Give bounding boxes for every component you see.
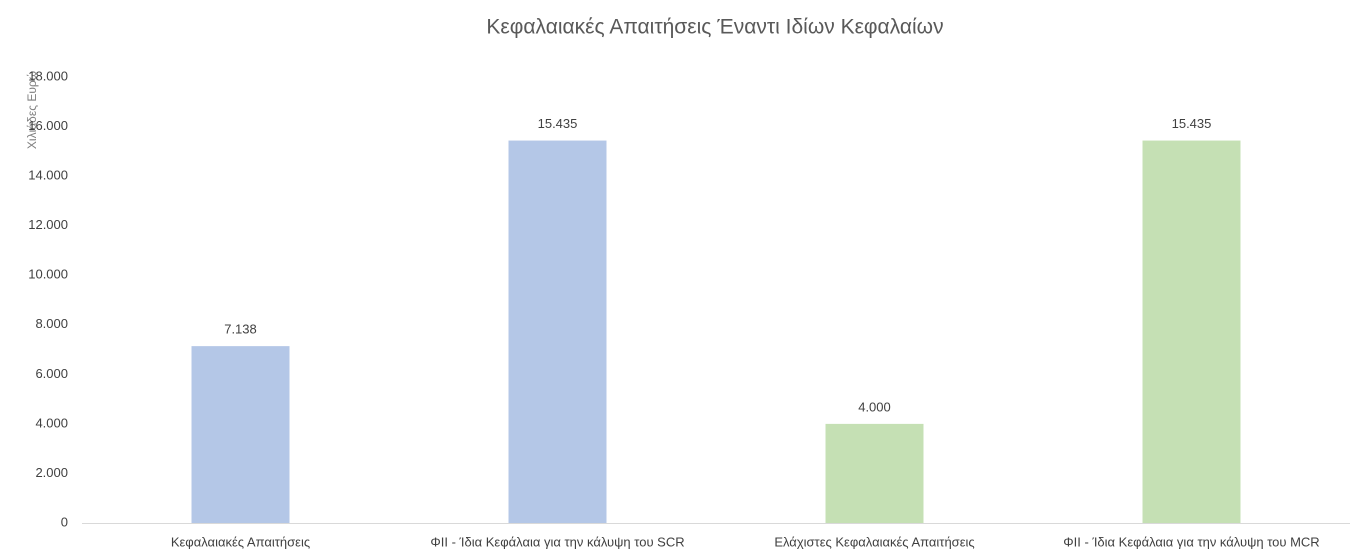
x-tick-label: ΦΙΙ - Ίδια Κεφάλαια για την κάλυψη του S… [430,534,684,549]
bar [508,140,607,523]
value-label: 15.435 [1172,116,1212,131]
y-tick-label: 2.000 [35,465,68,480]
x-tick-label: ΦΙΙ - Ίδια Κεφάλαια για την κάλυψη του M… [1063,534,1319,549]
y-tick-label: 12.000 [28,217,68,232]
value-label: 7.138 [224,322,257,337]
chart-title: Κεφαλαιακές Απαιτήσεις Έναντι Ιδίων Κεφα… [486,16,943,39]
bar [191,346,290,523]
y-tick-label: 8.000 [35,316,68,331]
y-tick-label: 4.000 [35,415,68,430]
y-tick-label: 18.000 [28,68,68,83]
bar [1142,140,1241,523]
y-tick-label: 16.000 [28,118,68,133]
y-tick-label: 6.000 [35,366,68,381]
bar [825,423,924,523]
y-axis-title: Χιλιάδες Ευρώ [25,71,39,149]
value-label: 15.435 [538,116,578,131]
value-label: 4.000 [858,399,891,414]
x-tick-label: Κεφαλαιακές Απαιτήσεις [171,534,310,549]
x-tick-label: Ελάχιστες Κεφαλαιακές Απαιτήσεις [774,534,974,549]
y-tick-label: 14.000 [28,168,68,183]
y-tick-label: 0 [61,514,68,529]
y-tick-label: 10.000 [28,267,68,282]
